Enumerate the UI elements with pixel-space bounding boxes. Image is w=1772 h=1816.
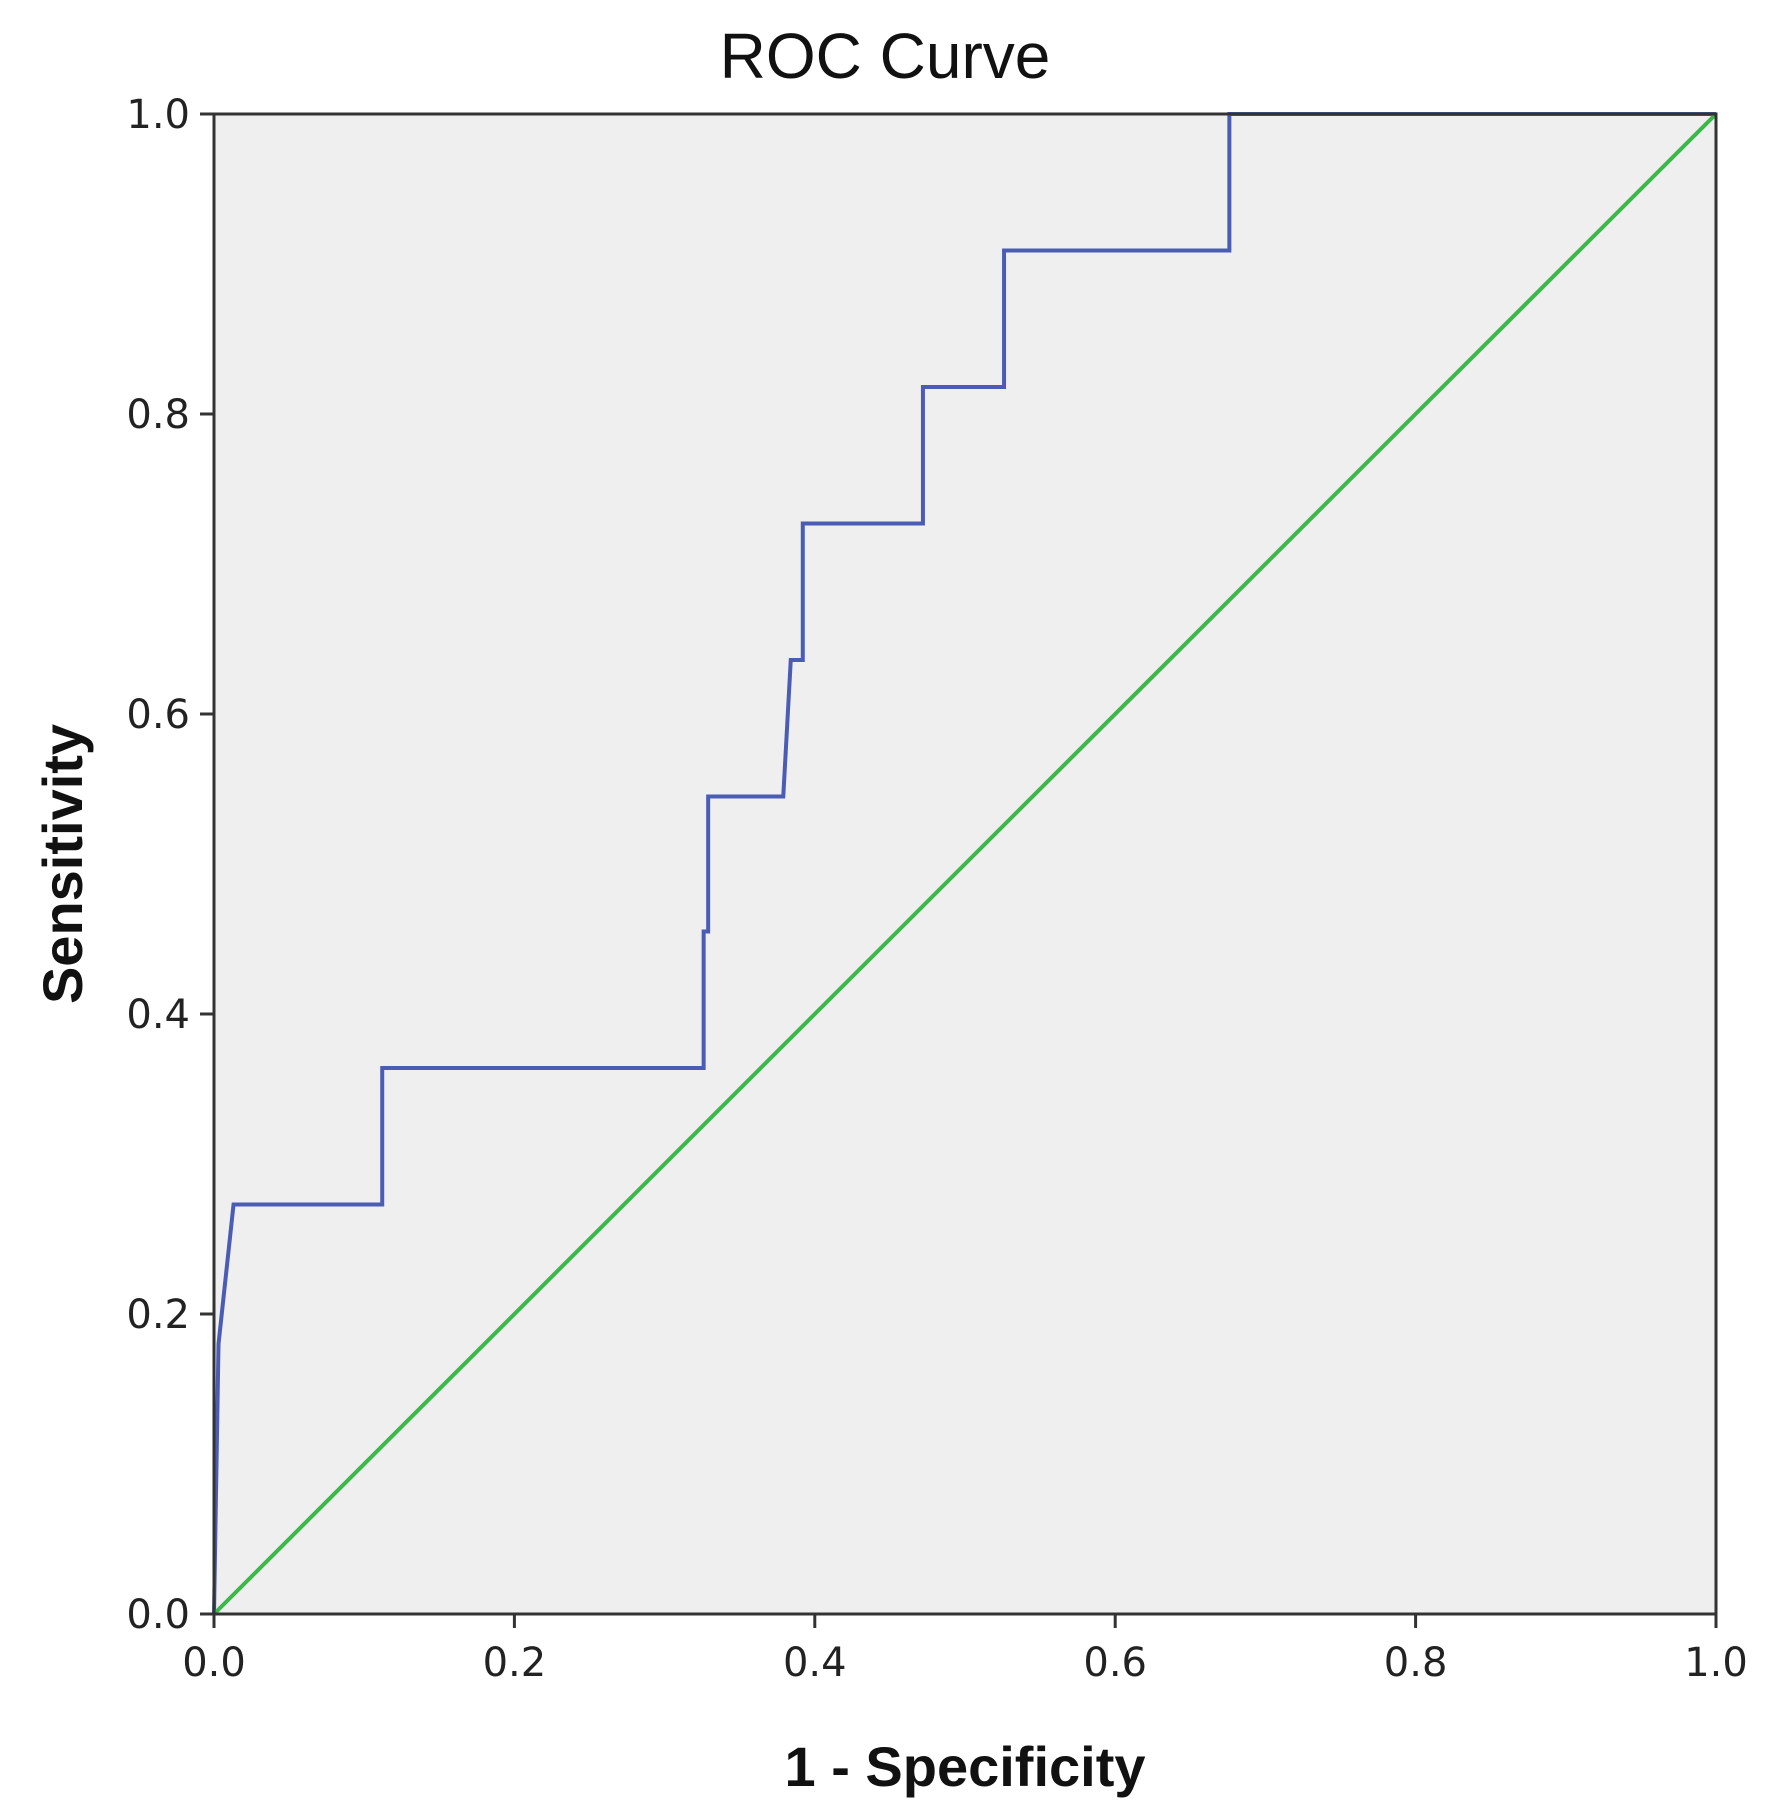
x-axis-label: 1 - Specificity — [784, 1735, 1145, 1798]
y-axis-label: Sensitivity — [31, 724, 94, 1004]
y-axis: 0.0 0.2 0.4 0.6 0.8 1.0 — [126, 92, 214, 1638]
chart-title: ROC Curve — [720, 20, 1051, 92]
x-axis: 0.0 0.2 0.4 0.6 0.8 1.0 — [182, 1614, 1748, 1686]
x-tick-label: 0.8 — [1384, 1640, 1448, 1686]
series-layer — [212, 112, 1718, 1616]
y-tick-label: 0.8 — [126, 392, 190, 438]
x-tick-label: 0.2 — [483, 1640, 547, 1686]
plot-frame — [212, 112, 1718, 1616]
reference-diagonal-line — [212, 112, 1718, 1616]
roc-curve-line — [212, 112, 1716, 1615]
x-tick-label: 0.0 — [182, 1640, 246, 1686]
y-tick-label: 0.4 — [126, 992, 190, 1038]
y-tick-label: 0.6 — [126, 692, 190, 738]
x-tick-label: 0.4 — [783, 1640, 847, 1686]
x-tick-label: 0.6 — [1083, 1640, 1147, 1686]
y-tick-label: 0.0 — [126, 1592, 190, 1638]
y-tick-label: 0.2 — [126, 1292, 190, 1338]
x-tick-label: 1.0 — [1684, 1640, 1748, 1686]
y-tick-label: 1.0 — [126, 92, 190, 138]
